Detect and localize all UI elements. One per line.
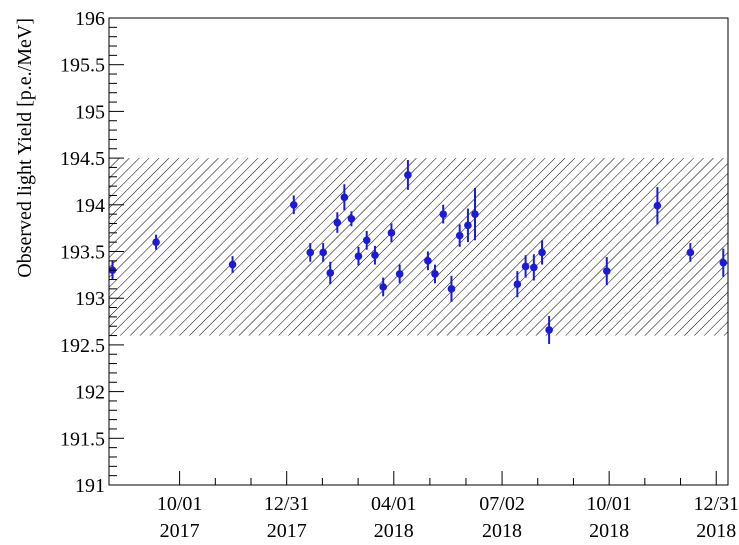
data-point: [447, 285, 456, 293]
data-point: [362, 236, 371, 245]
data-point: [228, 260, 237, 269]
data-point: [347, 215, 356, 223]
x-tick-label-year: 2018: [589, 520, 629, 542]
data-point: [464, 221, 472, 230]
x-axis: 10/01 2017 12/31 2017 04/01 2018 07/02 2018 10/0…: [157, 471, 739, 542]
y-tick-label: 192.5: [60, 335, 105, 357]
x-tick-label-year: 2018: [482, 520, 522, 542]
data-point: [152, 238, 160, 246]
x-tick-label-date: 12/31: [264, 493, 310, 515]
reference-band: [109, 158, 728, 336]
data-point: [545, 326, 553, 334]
data-point: [340, 193, 349, 202]
data-point: [404, 171, 412, 179]
data-point: [289, 201, 298, 209]
x-tick-label-year: 2017: [267, 520, 307, 542]
x-tick-label-year: 2018: [696, 520, 736, 542]
data-point: [455, 231, 464, 240]
data-point: [530, 263, 538, 272]
data-point: [653, 201, 662, 210]
y-tick-label: 193: [75, 288, 105, 310]
y-axis: 191 191.5 192 192.5 193 193.5 194 194.5 195 195.5…: [60, 8, 124, 497]
x-tick-label-year: 2017: [160, 520, 200, 542]
data-point: [521, 262, 530, 271]
data-point: [538, 248, 546, 257]
y-axis-label: Observed light Yield [p.e./MeV]: [14, 18, 36, 278]
y-tick-label: 194: [75, 195, 105, 217]
x-tick-label-date: 04/01: [371, 493, 417, 515]
data-point: [602, 267, 611, 275]
data-point: [431, 270, 439, 278]
data-point: [354, 252, 363, 260]
x-tick-label-date: 07/02: [479, 493, 525, 515]
data-point: [471, 210, 479, 218]
data-point: [319, 248, 327, 257]
x-tick-label-date: 12/31: [693, 493, 739, 515]
y-tick-label: 195.5: [60, 55, 105, 77]
data-point: [395, 270, 404, 278]
y-tick-label: 193.5: [60, 242, 105, 264]
data-point: [387, 229, 396, 237]
data-point: [686, 248, 695, 257]
x-tick-label-date: 10/01: [157, 493, 203, 515]
data-point: [424, 257, 432, 265]
y-tick-label: 192: [75, 382, 105, 404]
y-tick-label: 195: [75, 101, 105, 123]
data-point: [379, 283, 387, 291]
x-tick-label-year: 2018: [374, 520, 414, 542]
y-tick-label: 196: [75, 8, 105, 30]
data-point: [306, 248, 315, 257]
data-point: [719, 258, 728, 267]
y-tick-label: 191: [75, 475, 105, 497]
data-points: [109, 159, 728, 344]
y-tick-label: 191.5: [60, 428, 105, 450]
x-tick-label-date: 10/01: [586, 493, 632, 515]
data-point: [333, 218, 342, 227]
data-point: [326, 269, 335, 277]
data-point: [513, 280, 522, 288]
data-point: [371, 251, 379, 260]
y-tick-label: 194.5: [60, 148, 105, 170]
data-point: [439, 210, 448, 218]
